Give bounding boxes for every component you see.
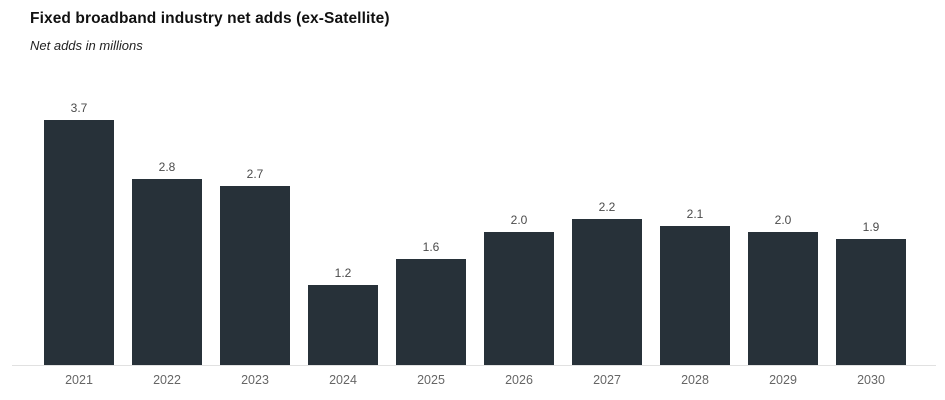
bar-group: 3.7	[35, 90, 123, 365]
bar-value-label: 1.9	[862, 220, 880, 234]
bar	[748, 232, 818, 365]
x-axis-tick-label: 2023	[241, 373, 269, 387]
bar-value-label: 2.0	[510, 213, 528, 227]
x-axis-labels: 2021 2022 2023 2024 2025 2026 2027 2028 2029 2030	[35, 373, 915, 387]
x-axis-tick-label: 2029	[769, 373, 797, 387]
bar-group: 2.7	[211, 90, 299, 365]
bar	[836, 239, 906, 365]
bar-value-label: 3.7	[70, 101, 88, 115]
chart-title: Fixed broadband industry net adds (ex-Sa…	[30, 10, 390, 27]
bar-group: 2.8	[123, 90, 211, 365]
chart-header: Fixed broadband industry net adds (ex-Sa…	[30, 10, 390, 53]
bar-value-label: 2.8	[158, 160, 176, 174]
x-axis-tick-label: 2026	[505, 373, 533, 387]
bar	[308, 285, 378, 365]
bar	[132, 179, 202, 365]
x-axis-tick-label: 2024	[329, 373, 357, 387]
x-axis-tick-label: 2030	[857, 373, 885, 387]
bar-chart: 3.7 2.8 2.7 1.2 1.6 2.0 2.2 2.1 2.0 1.9 2021 2022 2…	[0, 90, 945, 390]
bar-group: 1.9	[827, 90, 915, 365]
x-axis-tick-label: 2021	[65, 373, 93, 387]
bar-group: 2.2	[563, 90, 651, 365]
bar-group: 1.2	[299, 90, 387, 365]
bar-value-label: 1.2	[334, 266, 352, 280]
chart-subtitle: Net adds in millions	[30, 38, 143, 53]
x-axis-line	[12, 365, 936, 366]
bar	[660, 226, 730, 365]
x-axis-tick-label: 2022	[153, 373, 181, 387]
bar-group: 2.0	[475, 90, 563, 365]
bar-group: 2.0	[739, 90, 827, 365]
plot-area: 3.7 2.8 2.7 1.2 1.6 2.0 2.2 2.1 2.0 1.9	[35, 90, 915, 365]
bar	[220, 186, 290, 365]
bar-group: 2.1	[651, 90, 739, 365]
bar	[396, 259, 466, 365]
x-axis-tick-label: 2025	[417, 373, 445, 387]
bar-value-label: 2.2	[598, 200, 616, 214]
x-axis-tick-label: 2027	[593, 373, 621, 387]
bar-group: 1.6	[387, 90, 475, 365]
bar-value-label: 2.1	[686, 207, 704, 221]
x-axis-tick-label: 2028	[681, 373, 709, 387]
bar-value-label: 2.7	[246, 167, 264, 181]
bar-value-label: 2.0	[774, 213, 792, 227]
bar	[572, 219, 642, 365]
bar	[484, 232, 554, 365]
bar	[44, 120, 114, 365]
bar-value-label: 1.6	[422, 240, 440, 254]
